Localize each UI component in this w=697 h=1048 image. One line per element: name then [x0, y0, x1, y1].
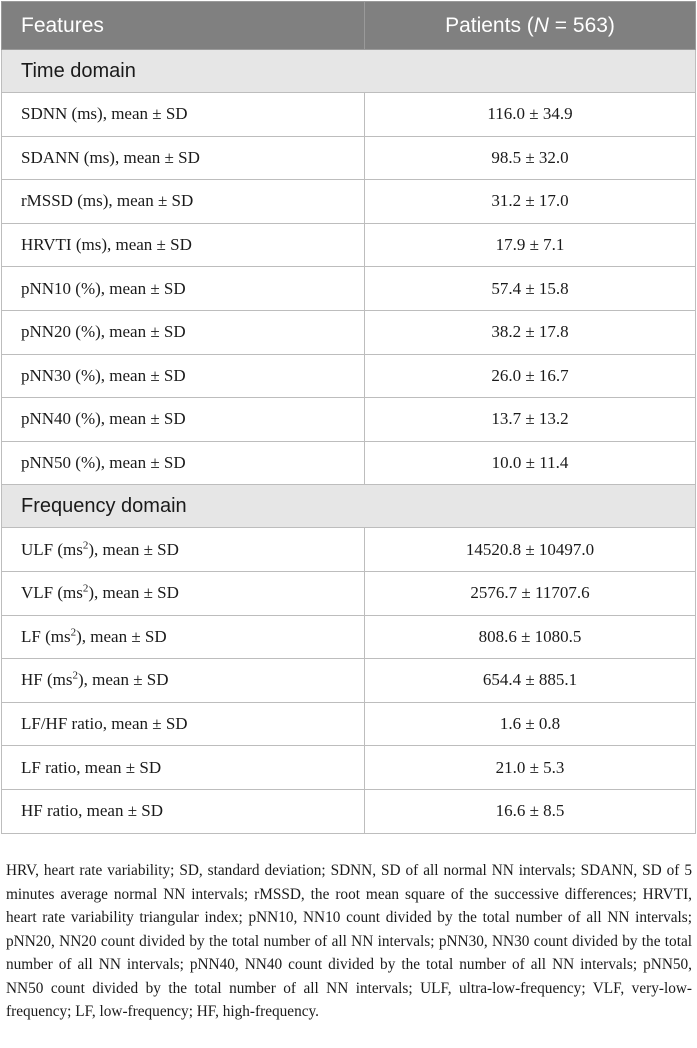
section-title: Time domain — [1, 49, 696, 93]
feature-cell: rMSSD (ms), mean ± SD — [1, 179, 365, 224]
table-header-row: Features Patients (N = 563) — [1, 1, 696, 50]
feature-text: ), mean ± SD — [77, 670, 169, 690]
feature-cell: pNN30 (%), mean ± SD — [1, 353, 365, 399]
header-patients: Patients (N = 563) — [364, 1, 696, 50]
table-row: HF ratio, mean ± SD 16.6 ± 8.5 — [1, 788, 696, 834]
value-cell: 57.4 ± 15.8 — [364, 266, 696, 311]
table-row: pNN50 (%), mean ± SD 10.0 ± 11.4 — [1, 440, 696, 486]
section-title: Frequency domain — [1, 484, 696, 529]
feature-text: ULF (ms — [21, 539, 83, 559]
table-row: pNN20 (%), mean ± SD 38.2 ± 17.8 — [1, 309, 696, 355]
table-row: pNN30 (%), mean ± SD 26.0 ± 16.7 — [1, 353, 696, 399]
table-row: HF (ms2), mean ± SD 654.4 ± 885.1 — [1, 658, 696, 703]
header-patients-n: N — [533, 13, 549, 37]
table-row: rMSSD (ms), mean ± SD 31.2 ± 17.0 — [1, 179, 696, 224]
feature-cell: pNN10 (%), mean ± SD — [1, 266, 365, 311]
header-patients-prefix: Patients ( — [445, 13, 534, 37]
feature-text: ), mean ± SD — [76, 626, 167, 646]
superscript: 2 — [82, 538, 89, 551]
feature-cell: LF (ms2), mean ± SD — [1, 614, 365, 660]
feature-text: ), mean ± SD — [88, 539, 179, 559]
value-cell: 98.5 ± 32.0 — [364, 135, 696, 181]
section-row-frequency-domain: Frequency domain — [1, 484, 696, 529]
header-patients-suffix: = 563) — [548, 13, 615, 37]
feature-cell: HF (ms2), mean ± SD — [1, 658, 365, 703]
value-cell: 1.6 ± 0.8 — [364, 701, 696, 747]
table-row: pNN10 (%), mean ± SD 57.4 ± 15.8 — [1, 266, 696, 311]
table-row: LF/HF ratio, mean ± SD 1.6 ± 0.8 — [1, 701, 696, 747]
table-row: pNN40 (%), mean ± SD 13.7 ± 13.2 — [1, 397, 696, 442]
feature-cell: HF ratio, mean ± SD — [1, 788, 365, 834]
value-cell: 654.4 ± 885.1 — [364, 658, 696, 703]
value-cell: 16.6 ± 8.5 — [364, 788, 696, 834]
table-row: SDNN (ms), mean ± SD 116.0 ± 34.9 — [1, 92, 696, 137]
feature-cell: HRVTI (ms), mean ± SD — [1, 222, 365, 268]
table-footnote: HRV, heart rate variability; SD, standar… — [6, 862, 692, 1021]
feature-text: ), mean ± SD — [88, 583, 179, 603]
value-cell: 38.2 ± 17.8 — [364, 309, 696, 355]
features-table: Features Patients (N = 563) Time domain … — [1, 1, 696, 834]
feature-cell: LF/HF ratio, mean ± SD — [1, 701, 365, 747]
feature-cell: SDANN (ms), mean ± SD — [1, 135, 365, 181]
value-cell: 31.2 ± 17.0 — [364, 179, 696, 224]
section-row-time-domain: Time domain — [1, 49, 696, 93]
feature-cell: pNN40 (%), mean ± SD — [1, 397, 365, 442]
table-row: LF ratio, mean ± SD 21.0 ± 5.3 — [1, 745, 696, 790]
table-row: LF (ms2), mean ± SD 808.6 ± 1080.5 — [1, 614, 696, 660]
feature-cell: VLF (ms2), mean ± SD — [1, 570, 365, 616]
feature-text: HF (ms — [21, 670, 73, 690]
feature-cell: LF ratio, mean ± SD — [1, 745, 365, 790]
table-row: ULF (ms2), mean ± SD 14520.8 ± 10497.0 — [1, 527, 696, 572]
superscript: 2 — [82, 582, 89, 595]
superscript: 2 — [72, 669, 78, 682]
value-cell: 10.0 ± 11.4 — [364, 440, 696, 486]
table-row: SDANN (ms), mean ± SD 98.5 ± 32.0 — [1, 135, 696, 181]
value-cell: 116.0 ± 34.9 — [364, 92, 696, 137]
value-cell: 14520.8 ± 10497.0 — [364, 527, 696, 572]
value-cell: 21.0 ± 5.3 — [364, 745, 696, 790]
header-features: Features — [1, 1, 365, 50]
feature-cell: SDNN (ms), mean ± SD — [1, 92, 365, 137]
feature-cell: pNN20 (%), mean ± SD — [1, 309, 365, 355]
feature-text: LF (ms — [21, 626, 71, 646]
feature-text: VLF (ms — [21, 583, 83, 603]
table-row: HRVTI (ms), mean ± SD 17.9 ± 7.1 — [1, 222, 696, 268]
feature-cell: ULF (ms2), mean ± SD — [1, 527, 365, 572]
value-cell: 2576.7 ± 11707.6 — [364, 570, 696, 616]
value-cell: 17.9 ± 7.1 — [364, 222, 696, 268]
superscript: 2 — [70, 626, 77, 639]
feature-cell: pNN50 (%), mean ± SD — [1, 440, 365, 486]
value-cell: 26.0 ± 16.7 — [364, 353, 696, 399]
value-cell: 808.6 ± 1080.5 — [364, 614, 696, 660]
value-cell: 13.7 ± 13.2 — [364, 397, 696, 442]
table-row: VLF (ms2), mean ± SD 2576.7 ± 11707.6 — [1, 570, 696, 616]
features-table-container: Features Patients (N = 563) Time domain … — [1, 1, 696, 834]
